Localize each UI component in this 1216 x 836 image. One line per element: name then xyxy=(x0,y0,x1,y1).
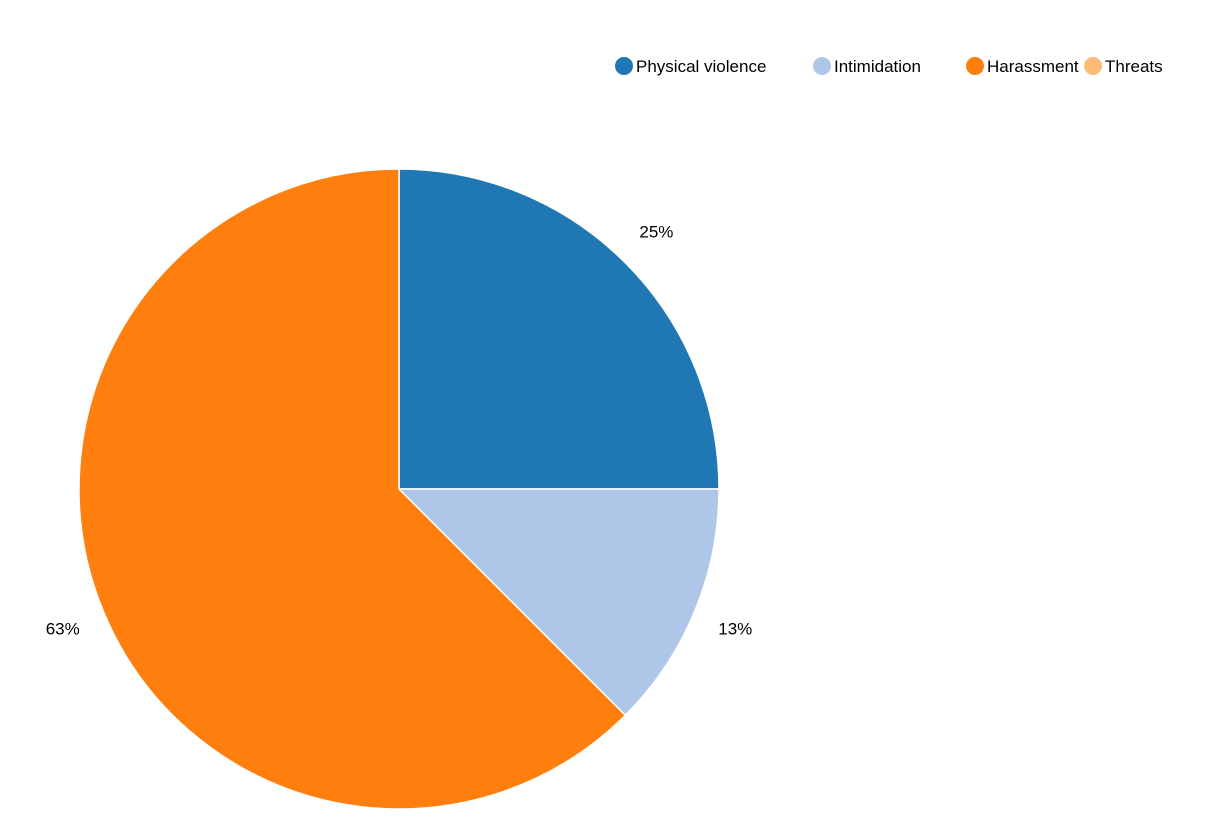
pie-slice-harassment[interactable] xyxy=(78,168,627,810)
legend-swatch-threats xyxy=(1084,57,1102,75)
legend-swatch-intimidation xyxy=(813,57,831,75)
pie-label-physical-violence: 25% xyxy=(639,223,673,242)
pie-label-intimidation: 13% xyxy=(718,619,752,638)
legend-item-intimidation[interactable]: Intimidation xyxy=(813,57,921,76)
legend-label-physical-violence: Physical violence xyxy=(636,57,766,76)
legend-label-threats: Threats xyxy=(1105,57,1163,76)
legend-label-harassment: Harassment xyxy=(987,57,1079,76)
pie-labels: 25% 13% 63% xyxy=(46,223,753,639)
legend-item-harassment[interactable]: Harassment xyxy=(966,57,1079,76)
legend-label-intimidation: Intimidation xyxy=(834,57,921,76)
pie-slice-intimidation[interactable] xyxy=(397,488,720,717)
pie-slices xyxy=(78,168,720,810)
legend-swatch-physical-violence xyxy=(615,57,633,75)
pie-slice-physical-violence[interactable] xyxy=(398,168,720,490)
legend-item-threats[interactable]: Threats xyxy=(1084,57,1163,76)
legend: Physical violence Intimidation Harassment T… xyxy=(615,57,1163,76)
legend-item-physical-violence[interactable]: Physical violence xyxy=(615,57,766,76)
pie-label-harassment: 63% xyxy=(46,619,80,638)
legend-swatch-harassment xyxy=(966,57,984,75)
